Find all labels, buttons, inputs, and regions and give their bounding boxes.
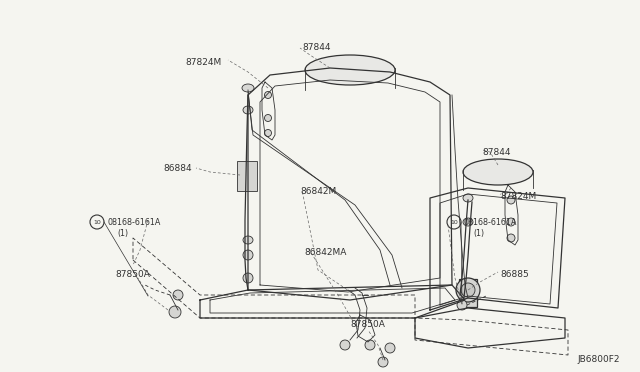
FancyBboxPatch shape xyxy=(237,161,257,191)
Text: (1): (1) xyxy=(117,229,128,238)
Circle shape xyxy=(385,343,395,353)
Circle shape xyxy=(457,300,467,310)
Text: 08168-6161A: 08168-6161A xyxy=(463,218,516,227)
Text: 87850A: 87850A xyxy=(350,320,385,329)
Circle shape xyxy=(243,250,253,260)
Ellipse shape xyxy=(463,218,473,226)
Text: 87824M: 87824M xyxy=(500,192,536,201)
Circle shape xyxy=(264,129,271,137)
Text: 87844: 87844 xyxy=(302,43,330,52)
Circle shape xyxy=(169,306,181,318)
Circle shape xyxy=(340,340,350,350)
Text: 87824M: 87824M xyxy=(186,58,222,67)
Text: 10: 10 xyxy=(450,219,458,224)
Ellipse shape xyxy=(463,159,533,185)
Text: 10: 10 xyxy=(93,219,101,224)
Text: 08168-6161A: 08168-6161A xyxy=(107,218,161,227)
Text: JB6800F2: JB6800F2 xyxy=(577,355,620,364)
Circle shape xyxy=(365,340,375,350)
Circle shape xyxy=(461,283,475,297)
Circle shape xyxy=(456,278,480,302)
Circle shape xyxy=(264,92,271,99)
Ellipse shape xyxy=(243,106,253,114)
Text: 86884: 86884 xyxy=(163,164,192,173)
Ellipse shape xyxy=(243,236,253,244)
Circle shape xyxy=(507,234,515,242)
Ellipse shape xyxy=(242,84,254,92)
Ellipse shape xyxy=(305,55,395,85)
FancyBboxPatch shape xyxy=(459,279,477,307)
Text: 87844: 87844 xyxy=(482,148,511,157)
Ellipse shape xyxy=(243,171,253,179)
Circle shape xyxy=(173,290,183,300)
Circle shape xyxy=(507,196,515,204)
Text: 86885: 86885 xyxy=(500,270,529,279)
Circle shape xyxy=(507,218,515,226)
Circle shape xyxy=(243,273,253,283)
Text: (1): (1) xyxy=(473,229,484,238)
Circle shape xyxy=(264,115,271,122)
Text: 86842MA: 86842MA xyxy=(304,248,346,257)
Ellipse shape xyxy=(463,194,473,202)
Text: 87850A: 87850A xyxy=(115,270,150,279)
Circle shape xyxy=(378,357,388,367)
Text: 86842M: 86842M xyxy=(300,187,336,196)
